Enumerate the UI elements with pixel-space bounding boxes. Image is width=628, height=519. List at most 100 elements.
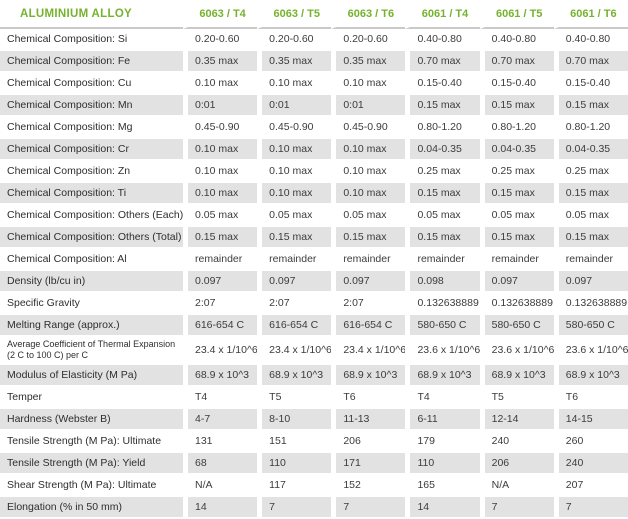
cell-value: 68.9 x 10^3 [553,365,628,387]
cell-value: 2:07 [183,293,258,315]
cell-value: remainder [479,249,554,271]
cell-value: 0.10 max [331,161,406,183]
column-header-6063-t4: 6063 / T4 [183,0,258,29]
table-row: Chemical Composition: Cu 0.10 max 0.10 max… [0,73,628,95]
cell-value: 0.70 max [553,51,628,73]
cell-value: 0:01 [183,95,258,117]
cell-value: 4-7 [183,409,258,431]
cell-value: N/A [479,475,554,497]
row-label: Tensile Strength (M Pa): Yield [0,453,183,475]
cell-value: 0.04-0.35 [405,139,480,161]
row-label: Chemical Composition: Ti [0,183,183,205]
cell-value: 0.097 [479,271,554,293]
cell-value: 0.10 max [257,161,332,183]
column-header-6061-t6: 6061 / T6 [553,0,628,29]
row-label: Average Coefficient of Thermal Expansion… [0,337,183,365]
cell-value: 0.20-0.60 [331,29,406,51]
table-row: Melting Range (approx.) 616-654 C 616-654 … [0,315,628,337]
cell-value: 23.6 x 1/10^6 [553,337,628,365]
row-label: Chemical Composition: Fe [0,51,183,73]
cell-value: 68 [183,453,258,475]
cell-value: 0.35 max [183,51,258,73]
cell-value: 0.15 max [553,227,628,249]
cell-value: 0.20-0.60 [183,29,258,51]
cell-value: 0.132638889 [405,293,480,315]
cell-value: 0.20-0.60 [257,29,332,51]
table-row: Chemical Composition: Others (Total) 0.15… [0,227,628,249]
cell-value: 11-13 [331,409,406,431]
cell-value: 68.9 x 10^3 [257,365,332,387]
cell-value: 23.6 x 1/10^6 [405,337,480,365]
table-row: Chemical Composition: Si 0.20-0.60 0.20-0.… [0,29,628,51]
cell-value: 0.10 max [331,73,406,95]
cell-value: 0.10 max [183,139,258,161]
row-label: Elongation (% in 50 mm) [0,497,183,519]
cell-value: 179 [405,431,480,453]
cell-value: 165 [405,475,480,497]
cell-value: 0.35 max [257,51,332,73]
row-label: Chemical Composition: Zn [0,161,183,183]
cell-value: 0.15 max [405,183,480,205]
table-row: Average Coefficient of Thermal Expansion… [0,337,628,365]
cell-value: 68.9 x 10^3 [183,365,258,387]
cell-value: 14 [183,497,258,519]
cell-value: 7 [257,497,332,519]
cell-value: 0.05 max [257,205,332,227]
table-row: Chemical Composition: Zn 0.10 max 0.10 max… [0,161,628,183]
table-row: Modulus of Elasticity (M Pa) 68.9 x 10^3 6… [0,365,628,387]
cell-value: 0.35 max [331,51,406,73]
cell-value: 68.9 x 10^3 [405,365,480,387]
cell-value: 0.40-0.80 [405,29,480,51]
cell-value: 0:01 [257,95,332,117]
cell-value: 131 [183,431,258,453]
cell-value: 0.70 max [405,51,480,73]
column-header-6061-t5: 6061 / T5 [479,0,554,29]
cell-value: remainder [257,249,332,271]
cell-value: 0.15 max [479,95,554,117]
table-body: Chemical Composition: Si 0.20-0.60 0.20-0.… [0,29,628,519]
cell-value: T5 [257,387,332,409]
cell-value: 580-650 C [479,315,554,337]
cell-value: 0.05 max [331,205,406,227]
row-label: Chemical Composition: Others (Total) [0,227,183,249]
cell-value: 0.15-0.40 [553,73,628,95]
cell-value: 0:01 [331,95,406,117]
cell-value: 0.45-0.90 [257,117,332,139]
table-row: Shear Strength (M Pa): Ultimate N/A 117 152… [0,475,628,497]
cell-value: 0.05 max [183,205,258,227]
cell-value: 0.097 [553,271,628,293]
cell-value: 580-650 C [553,315,628,337]
table-header: ALUMINIUM ALLOY 6063 / T4 6063 / T5 6063… [0,0,628,29]
cell-value: 616-654 C [183,315,258,337]
cell-value: 0.10 max [331,139,406,161]
cell-value: 7 [553,497,628,519]
cell-value: 151 [257,431,332,453]
cell-value: 0.15 max [479,183,554,205]
cell-value: 0.10 max [183,161,258,183]
cell-value: 23.4 x 1/10^6 [331,337,406,365]
cell-value: 616-654 C [331,315,406,337]
cell-value: 0.80-1.20 [405,117,480,139]
cell-value: 0.097 [183,271,258,293]
cell-value: 0.10 max [183,73,258,95]
cell-value: 0.45-0.90 [183,117,258,139]
table-row: Density (lb/cu in) 0.097 0.097 0.097 0.098 0.… [0,271,628,293]
table-row: Tensile Strength (M Pa): Ultimate 131 151 2… [0,431,628,453]
row-label: Density (lb/cu in) [0,271,183,293]
cell-value: 0.80-1.20 [553,117,628,139]
header-row: ALUMINIUM ALLOY 6063 / T4 6063 / T5 6063… [0,0,628,29]
cell-value: 0.04-0.35 [553,139,628,161]
cell-value: 0.04-0.35 [479,139,554,161]
cell-value: 240 [479,431,554,453]
cell-value: 7 [479,497,554,519]
cell-value: 0.10 max [331,183,406,205]
cell-value: 616-654 C [257,315,332,337]
row-label: Chemical Composition: Si [0,29,183,51]
row-label: Shear Strength (M Pa): Ultimate [0,475,183,497]
row-label: Hardness (Webster B) [0,409,183,431]
cell-value: 207 [553,475,628,497]
cell-value: 68.9 x 10^3 [479,365,554,387]
row-label: Melting Range (approx.) [0,315,183,337]
cell-value: 0.15 max [331,227,406,249]
cell-value: 0.15 max [183,227,258,249]
